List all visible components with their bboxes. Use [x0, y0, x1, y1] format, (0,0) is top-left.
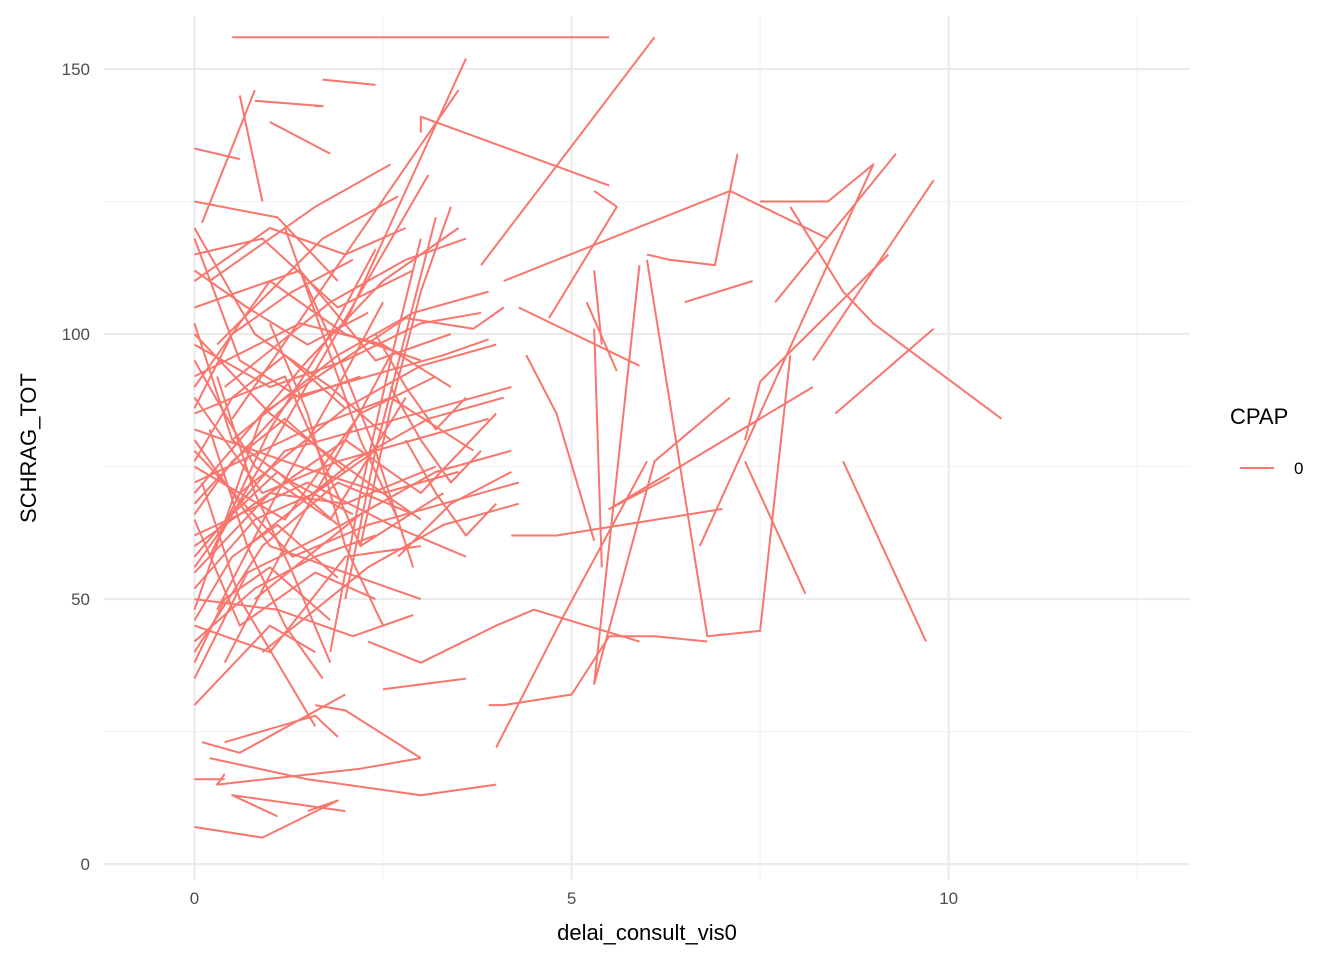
series-line [593, 264, 731, 685]
series-line [842, 460, 927, 642]
series-line [216, 195, 399, 346]
series-line [193, 450, 520, 558]
series-line [367, 608, 640, 664]
series-line [193, 417, 346, 515]
series-line [374, 333, 467, 431]
series-line [201, 89, 256, 224]
series-line [201, 693, 346, 754]
series-line [404, 439, 497, 537]
series-line [329, 238, 422, 653]
series-line [193, 238, 361, 399]
series-line [254, 449, 512, 600]
series-line [194, 200, 339, 282]
series-line [193, 323, 354, 516]
series-line [774, 153, 897, 303]
series-line [254, 99, 324, 108]
series-line [518, 306, 640, 367]
series-line [246, 396, 504, 547]
series-line [397, 471, 512, 558]
series-line [194, 322, 452, 388]
series-line [193, 624, 316, 706]
series-line [269, 121, 331, 155]
x-axis-title: delai_consult_vis0 [557, 920, 737, 945]
legend-title: CPAP [1230, 404, 1288, 429]
series-line [193, 338, 489, 505]
series-line [223, 354, 392, 664]
series-line [193, 354, 346, 462]
legend: CPAP 0 [1230, 404, 1303, 478]
series-line [193, 269, 369, 346]
series-line [209, 163, 392, 282]
series-line [194, 545, 421, 654]
series-line [194, 269, 452, 362]
series-line [359, 206, 452, 547]
series-line [789, 206, 1003, 420]
series-line [193, 439, 422, 601]
series-line [495, 460, 648, 748]
series-line [216, 376, 332, 664]
x-tick-label: 0 [190, 889, 199, 908]
series-line [231, 794, 346, 818]
series-line [344, 57, 467, 324]
series-line [193, 227, 407, 282]
series-line [646, 153, 739, 267]
series-line [834, 327, 935, 415]
legend-label: 0 [1294, 459, 1303, 478]
series-line [389, 386, 482, 484]
data-lines [193, 36, 1003, 839]
series-line [193, 566, 331, 664]
series-line [488, 635, 708, 707]
series-line [239, 343, 497, 494]
series-line [646, 259, 792, 638]
series-line [684, 280, 753, 304]
series-line [419, 115, 610, 187]
series-line [193, 481, 414, 653]
series-line [194, 375, 444, 548]
series-line [209, 757, 497, 797]
series-line [194, 147, 241, 161]
y-tick-label: 50 [71, 590, 90, 609]
x-tick-label: 10 [939, 889, 958, 908]
series-line [511, 508, 723, 537]
series-line [194, 799, 339, 839]
series-line [503, 189, 829, 282]
series-line [608, 386, 814, 510]
y-tick-label: 100 [62, 325, 90, 344]
series-line [238, 95, 264, 202]
y-tick-label: 0 [81, 855, 90, 874]
series-line [299, 269, 415, 568]
series-line [194, 311, 482, 388]
series-line [224, 714, 339, 744]
series-line [201, 482, 317, 727]
series-line [593, 328, 603, 568]
grid-lines [104, 16, 1190, 880]
series-line [208, 248, 377, 558]
y-axis-title: SCHRAG_TOT [16, 373, 41, 523]
series-line [315, 704, 422, 759]
series-line [344, 217, 437, 600]
series-line [548, 190, 618, 319]
series-line [744, 460, 807, 595]
series-line [585, 301, 618, 372]
series-line [322, 78, 376, 86]
series-line [193, 258, 354, 409]
series-line [268, 323, 384, 627]
series-line [525, 354, 596, 542]
series-line [194, 481, 467, 558]
series-line [480, 36, 656, 266]
series-line [382, 677, 467, 691]
series-line [744, 253, 890, 441]
y-tick-label: 150 [62, 60, 90, 79]
x-tick-label: 5 [567, 889, 576, 908]
series-line [208, 429, 324, 680]
series-line [193, 386, 512, 558]
series-line [216, 301, 384, 611]
